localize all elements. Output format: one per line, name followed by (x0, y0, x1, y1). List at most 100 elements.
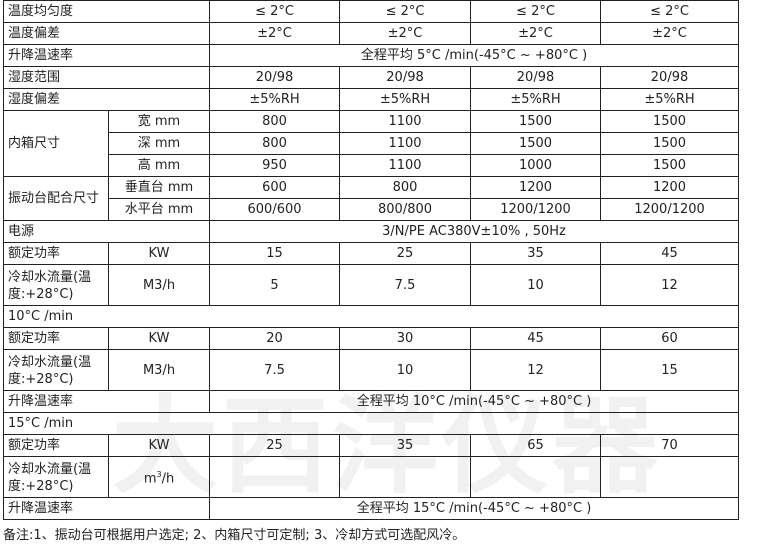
table-cell: ±5%RH (470, 88, 602, 111)
table-row: 高 mm 950 1100 1000 1500 (4, 154, 740, 177)
table-cell: 湿度偏差 (2, 88, 211, 111)
table-row: 升降温速率 全程平均 5°C /min(-45°C ~ +80°C ) (2, 44, 740, 67)
table-cell: ±5%RH (600, 88, 740, 111)
table-cell: 1100 (339, 110, 472, 133)
table-cell: 20/98 (600, 66, 740, 89)
table-cell: KW (107, 242, 211, 265)
table-cell: 冷却水流量(温度:+28°C) (3, 264, 109, 306)
table-cell: 15°C /min (2, 412, 740, 435)
table-cell: 35 (470, 242, 602, 265)
table-row: 湿度范围 20/98 20/98 20/98 20/98 (2, 66, 740, 89)
table-cell: 温度偏差 (2, 22, 211, 45)
table-row: 湿度偏差 ±5%RH ±5%RH ±5%RH ±5%RH (2, 88, 740, 111)
table-cell: M3/h (107, 264, 211, 306)
table-cell: 15 (209, 242, 341, 265)
table-row: 振动台配合尺寸 垂直台 mm 600 800 1200 1200 (3, 176, 740, 221)
table-cell: 温度均匀度 (2, 0, 211, 23)
table-cell: 950 (209, 154, 341, 177)
table-cell: 额定功率 (3, 242, 109, 265)
table-row: 电源 3/N/PE AC380V±10% , 50Hz (2, 220, 740, 243)
table-cell: 25 (209, 434, 341, 457)
table-cell: 25 (339, 242, 472, 265)
table-cell: 20/98 (339, 66, 472, 89)
table-cell: ±2°C (600, 22, 740, 45)
unit-tail: /h (161, 471, 175, 487)
table-cell: 800 (209, 132, 341, 155)
table-row: 冷却水流量(温度:+28°C) m3/h (3, 456, 740, 498)
table-cell (339, 456, 472, 498)
table-cell: 额定功率 (3, 327, 109, 350)
table-row: 升降温速率 全程平均 15°C /min(-45°C ~ +80°C ) (2, 497, 740, 520)
unit-sup: 3 (156, 470, 162, 480)
table-row: 额定功率 KW 25 35 65 70 (3, 434, 740, 457)
table-cell: 600 (209, 176, 341, 199)
spec-table: 温度均匀度 ≤ 2°C ≤ 2°C ≤ 2°C ≤ 2°C 温度偏差 ±2°C ±2°C ±2°… (2, 0, 740, 520)
table-cell: 高 mm (107, 154, 211, 177)
table-cell: 1100 (339, 154, 472, 177)
table-cell: ±5%RH (209, 88, 341, 111)
table-cell: 70 (600, 434, 740, 457)
table-cell: 冷却水流量(温度:+28°C) (3, 456, 109, 498)
table-cell: 3/N/PE AC380V±10% , 50Hz (209, 220, 740, 243)
table-cell: ≤ 2°C (209, 0, 341, 23)
table-cell (209, 456, 341, 498)
table-cell: 1500 (600, 132, 740, 155)
table-cell: 1200 (470, 176, 602, 199)
table-cell: 深 mm (107, 132, 211, 155)
table-cell: 升降温速率 (2, 390, 211, 413)
table-cell: 1200 (600, 176, 740, 199)
table-cell: 1500 (470, 132, 602, 155)
table-cell: ≤ 2°C (470, 0, 602, 23)
table-cell: M3/h (107, 349, 211, 391)
table-cell: 45 (600, 242, 740, 265)
table-cell (470, 456, 602, 498)
table-cell: 全程平均 5°C /min(-45°C ~ +80°C ) (209, 44, 740, 67)
table-cell: 45 (470, 327, 602, 350)
table-cell: 10 (339, 349, 472, 391)
table-cell: 全程平均 15°C /min(-45°C ~ +80°C ) (209, 497, 740, 520)
table-cell: 20/98 (209, 66, 341, 89)
table-cell: ±2°C (209, 22, 341, 45)
table-cell: 1500 (470, 110, 602, 133)
table-cell: 1200/1200 (470, 198, 602, 221)
table-cell: 垂直台 mm (107, 176, 211, 199)
table-row: 15°C /min (2, 412, 740, 435)
table-cell: 800 (209, 110, 341, 133)
table-cell: 水平台 mm (107, 198, 211, 221)
table-row: 水平台 mm 600/600 800/800 1200/1200 1200/1200 (4, 198, 740, 221)
table-cell: ±5%RH (339, 88, 472, 111)
table-cell: 额定功率 (3, 434, 109, 457)
table-row: 10°C /min (2, 305, 740, 328)
table-cell: 12 (600, 264, 740, 306)
table-cell: 20 (209, 327, 341, 350)
table-cell: 65 (470, 434, 602, 457)
table-cell: 5 (209, 264, 341, 306)
table-cell: 电源 (2, 220, 211, 243)
table-row: 升降温速率 全程平均 10°C /min(-45°C ~ +80°C ) (2, 390, 740, 413)
table-cell: 湿度范围 (2, 66, 211, 89)
footnote: 备注:1、振动台可根据用户选定; 2、内箱尺寸可定制; 3、冷却方式可选配风冷。 (3, 528, 466, 543)
table-cell: 10°C /min (2, 305, 740, 328)
table-cell: KW (107, 327, 211, 350)
table-row: 温度偏差 ±2°C ±2°C ±2°C ±2°C (2, 22, 740, 45)
table-cell: 12 (470, 349, 602, 391)
table-cell: 7.5 (209, 349, 341, 391)
table-cell: 15 (600, 349, 740, 391)
table-row: 冷却水流量(温度:+28°C) M3/h 5 7.5 10 12 (3, 264, 740, 306)
table-cell: 1500 (600, 110, 740, 133)
table-cell: 内箱尺寸 (3, 110, 109, 177)
table-cell: 1100 (339, 132, 472, 155)
table-cell: ±2°C (339, 22, 472, 45)
table-cell: 60 (600, 327, 740, 350)
table-row: 内箱尺寸宽 mm 800 1100 1500 1500 (3, 110, 740, 177)
table-cell: 7.5 (339, 264, 472, 306)
table-cell: 800 (339, 176, 472, 199)
table-cell (600, 456, 740, 498)
table-cell: 振动台配合尺寸 (3, 176, 109, 221)
table-cell: 1200/1200 (600, 198, 740, 221)
table-cell: ≤ 2°C (339, 0, 472, 23)
table-cell: 宽 mm (107, 110, 211, 133)
table-row: 冷却水流量(温度:+28°C) M3/h 7.5 10 12 15 (3, 349, 740, 391)
table-cell: ≤ 2°C (600, 0, 740, 23)
table-cell: 升降温速率 (2, 44, 211, 67)
